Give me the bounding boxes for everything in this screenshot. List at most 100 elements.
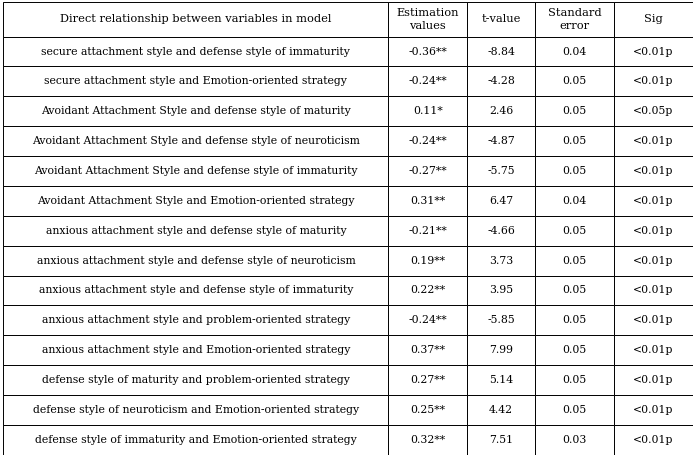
Bar [388,96,467,126]
Text: 3.73: 3.73 [489,255,513,266]
Text: <0.01p: <0.01p [633,435,674,445]
Text: -0.21**: -0.21** [409,226,447,236]
Text: 0.05: 0.05 [562,375,587,385]
Text: <0.01p: <0.01p [633,405,674,415]
Text: <0.01p: <0.01p [633,226,674,236]
Bar [467,216,535,246]
Bar [467,425,535,455]
Bar [388,335,467,365]
Text: 0.11*: 0.11* [413,106,443,116]
Bar [3,276,388,305]
Bar [388,66,467,96]
Bar [467,186,535,216]
Bar [614,425,693,455]
Bar [467,305,535,335]
Text: 0.03: 0.03 [562,435,587,445]
Text: defense style of neuroticism and Emotion-oriented strategy: defense style of neuroticism and Emotion… [33,405,359,415]
Bar [388,425,467,455]
Text: 0.05: 0.05 [562,286,587,296]
Bar [614,246,693,276]
Text: <0.01p: <0.01p [633,375,674,385]
Text: 0.22**: 0.22** [410,286,445,296]
Bar [3,246,388,276]
Text: <0.01p: <0.01p [633,286,674,296]
Text: <0.01p: <0.01p [633,345,674,355]
Text: -5.75: -5.75 [487,166,515,176]
Text: 0.27**: 0.27** [410,375,445,385]
Bar [614,395,693,425]
Bar [614,37,693,66]
Bar [535,335,614,365]
Text: Avoidant Attachment Style and defense style of neuroticism: Avoidant Attachment Style and defense st… [32,136,360,146]
Text: anxious attachment style and defense style of immaturity: anxious attachment style and defense sty… [39,286,353,296]
Bar [3,305,388,335]
Text: Avoidant Attachment Style and defense style of maturity: Avoidant Attachment Style and defense st… [41,106,351,116]
Text: secure attachment style and Emotion-oriented strategy: secure attachment style and Emotion-orie… [45,76,347,86]
Bar [3,425,388,455]
Text: <0.01p: <0.01p [633,47,674,57]
Bar [388,156,467,186]
Text: -0.24**: -0.24** [409,76,447,86]
Text: <0.01p: <0.01p [633,255,674,266]
Bar [3,2,388,37]
Text: -0.27**: -0.27** [409,166,447,176]
Text: 0.37**: 0.37** [410,345,445,355]
Bar [388,216,467,246]
Text: 0.05: 0.05 [562,226,587,236]
Text: secure attachment style and defense style of immaturity: secure attachment style and defense styl… [42,47,350,57]
Bar [467,365,535,395]
Bar [535,96,614,126]
Bar [614,276,693,305]
Bar [535,425,614,455]
Bar [614,335,693,365]
Text: 0.05: 0.05 [562,255,587,266]
Bar [614,216,693,246]
Bar [467,335,535,365]
Bar [535,246,614,276]
Text: Direct relationship between variables in model: Direct relationship between variables in… [61,15,331,25]
Text: -4.87: -4.87 [487,136,515,146]
Bar [3,126,388,156]
Text: 0.05: 0.05 [562,106,587,116]
Bar [388,276,467,305]
Text: 0.05: 0.05 [562,136,587,146]
Bar [614,2,693,37]
Bar [535,395,614,425]
Bar [388,395,467,425]
Text: -4.66: -4.66 [487,226,515,236]
Bar [535,186,614,216]
Text: 7.99: 7.99 [489,345,513,355]
Text: -5.85: -5.85 [487,315,515,325]
Text: -4.28: -4.28 [487,76,515,86]
Text: 0.04: 0.04 [562,196,587,206]
Text: defense style of maturity and problem-oriented strategy: defense style of maturity and problem-or… [42,375,350,385]
Bar [3,335,388,365]
Bar [614,96,693,126]
Text: 0.31**: 0.31** [410,196,445,206]
Text: 7.51: 7.51 [489,435,513,445]
Text: <0.01p: <0.01p [633,196,674,206]
Bar [388,2,467,37]
Bar [535,2,614,37]
Text: Standard
error: Standard error [548,8,601,31]
Text: 0.05: 0.05 [562,315,587,325]
Text: <0.01p: <0.01p [633,315,674,325]
Text: -0.36**: -0.36** [409,47,447,57]
Bar [3,156,388,186]
Text: 4.42: 4.42 [489,405,513,415]
Text: 0.04: 0.04 [562,47,587,57]
Text: 0.05: 0.05 [562,345,587,355]
Bar [535,276,614,305]
Text: Sig: Sig [644,15,663,25]
Text: <0.05p: <0.05p [633,106,674,116]
Text: -0.24**: -0.24** [409,315,447,325]
Bar [614,305,693,335]
Text: 0.19**: 0.19** [410,255,445,266]
Bar [535,365,614,395]
Bar [535,37,614,66]
Bar [535,305,614,335]
Text: 0.25**: 0.25** [410,405,445,415]
Text: defense style of immaturity and Emotion-oriented strategy: defense style of immaturity and Emotion-… [35,435,357,445]
Bar [467,126,535,156]
Bar [3,395,388,425]
